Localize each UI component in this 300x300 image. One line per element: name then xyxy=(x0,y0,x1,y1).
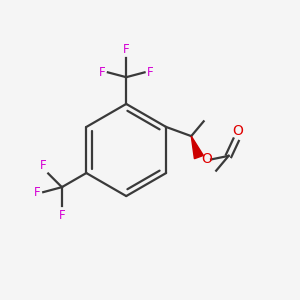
Text: F: F xyxy=(40,159,47,172)
Text: F: F xyxy=(123,44,130,56)
Text: O: O xyxy=(232,124,243,138)
Text: F: F xyxy=(34,186,41,199)
Text: F: F xyxy=(147,66,154,79)
Text: F: F xyxy=(99,66,106,79)
Text: F: F xyxy=(59,209,66,222)
Polygon shape xyxy=(191,136,203,159)
Text: O: O xyxy=(201,152,212,167)
